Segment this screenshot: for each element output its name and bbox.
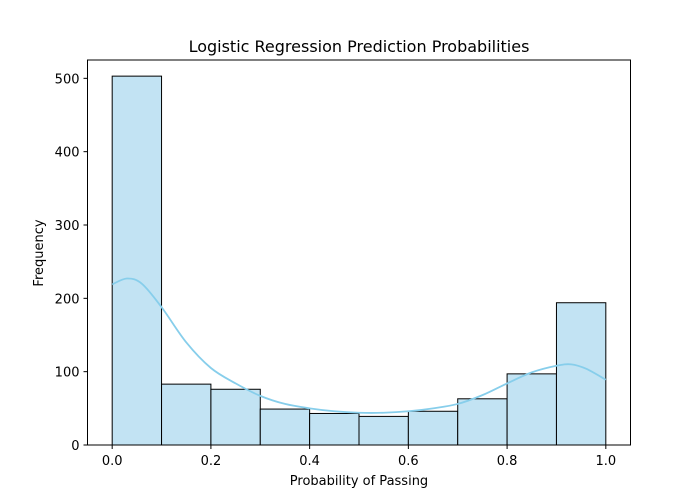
y-tick-label-0: 0 xyxy=(71,439,79,454)
y-tick-label-3: 300 xyxy=(55,219,80,234)
histogram-bar-9 xyxy=(555,302,607,446)
chart-title: Logistic Regression Prediction Probabili… xyxy=(189,37,530,56)
histogram-bar-2 xyxy=(210,388,261,446)
histogram-bar-4 xyxy=(309,412,360,446)
histogram-bar-3 xyxy=(259,408,311,446)
y-tick-label-4: 400 xyxy=(55,146,80,161)
plot-area-frame xyxy=(87,59,631,446)
histogram-bar-5 xyxy=(358,415,409,446)
histogram-bar-1 xyxy=(161,383,212,446)
y-axis-label: Frequency xyxy=(32,219,47,286)
histogram-bar-0 xyxy=(111,75,163,446)
x-tick-label-5: 1.0 xyxy=(595,454,616,469)
y-tick-label-5: 500 xyxy=(55,72,80,87)
histogram-bar-7 xyxy=(457,398,508,446)
histogram-bar-6 xyxy=(407,410,459,446)
kde-curve xyxy=(111,277,607,414)
x-tick-label-1: 0.2 xyxy=(201,454,222,469)
x-axis-label: Probability of Passing xyxy=(290,474,428,489)
x-tick-label-2: 0.4 xyxy=(299,454,320,469)
histogram-bar-8 xyxy=(506,373,557,446)
y-tick-label-1: 100 xyxy=(55,366,80,381)
x-tick-label-3: 0.6 xyxy=(398,454,419,469)
y-tick-label-2: 200 xyxy=(55,292,80,307)
x-axis-ticks: 0.0 0.2 0.4 0.6 0.8 1.0 xyxy=(102,445,616,469)
x-tick-label-0: 0.0 xyxy=(102,454,123,469)
x-tick-label-4: 0.8 xyxy=(497,454,518,469)
histogram-bars xyxy=(111,75,607,446)
y-axis-ticks: 0 100 200 300 400 500 xyxy=(55,72,88,454)
